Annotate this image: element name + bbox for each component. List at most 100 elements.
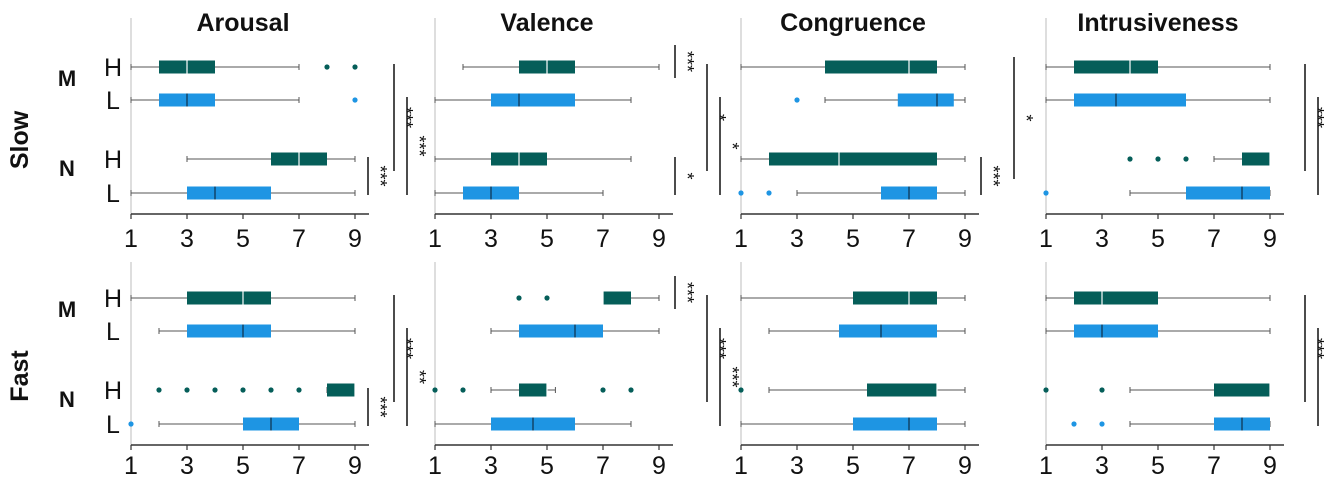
panel-title: Valence [500,9,593,37]
x-tick-label: 9 [348,452,362,479]
x-tick-label: 1 [1039,452,1053,479]
x-tick-label: 3 [484,225,498,253]
significance-label: * [722,142,742,149]
panel-fast-3: 1 3 5 7 9 [734,262,979,479]
x-tick-label: 7 [292,225,306,253]
box [327,383,355,397]
x-tick-label: 7 [596,225,610,253]
x-tick-label: 9 [652,452,666,479]
box [1074,324,1158,338]
x-tick-label: 1 [734,452,748,479]
outlier-point [600,387,606,393]
outlier-point [738,387,744,393]
condition-label-n: N [59,156,75,181]
outlier-point [268,387,274,393]
x-tick-label: 9 [958,225,972,253]
significance-label: *** [1307,107,1327,128]
significance-label: * [1016,114,1036,121]
box [1186,186,1270,200]
panel-fast-2: 1 3 5 7 9 *** *** *** [428,262,742,479]
outlier-point [1043,190,1049,196]
outlier-point [212,387,218,393]
significance-label: *** [677,282,697,303]
x-tick-label: 5 [236,225,250,253]
x-tick-label: 3 [484,452,498,479]
x-tick-label: 9 [1263,225,1277,253]
outlier-point [516,295,522,301]
level-label-h: H [104,377,122,405]
x-tick-label: 1 [734,225,748,253]
outlier-point [1155,156,1161,162]
x-tick-label: 1 [428,225,442,253]
significance-label: * [677,172,697,179]
outlier-point [460,387,466,393]
x-tick-label: 7 [902,225,916,253]
box [187,324,271,338]
outlier-point [1127,156,1133,162]
outlier-point [184,387,190,393]
x-tick-label: 3 [790,225,804,253]
x-tick-label: 1 [1039,225,1053,253]
box [1074,93,1186,107]
x-tick-label: 5 [236,452,250,479]
box [1074,291,1158,305]
level-label-l: L [106,411,120,439]
row-label-fast: Fast [6,350,34,402]
level-label-h: H [104,54,122,82]
level-label-h: H [104,285,122,313]
x-tick-label: 5 [540,225,554,253]
significance-label: *** [1307,338,1327,359]
level-label-l: L [106,180,120,208]
outlier-point [1099,421,1105,427]
x-tick-label: 5 [1151,452,1165,479]
box [187,186,271,200]
x-tick-label: 9 [348,225,362,253]
x-tick-label: 5 [846,225,860,253]
box [825,60,937,74]
x-tick-label: 1 [124,225,138,253]
outlier-point [352,64,358,70]
panel-title: Congruence [780,9,926,37]
x-tick-label: 7 [1207,225,1221,253]
outlier-point [1099,387,1105,393]
condition-label-m: M [58,297,76,322]
significance-label: ** [409,370,429,384]
box [519,383,547,397]
outlier-point [156,387,162,393]
level-label-l: L [106,318,120,346]
box [1074,60,1158,74]
box [897,93,954,107]
significance-label: *** [709,338,729,359]
x-tick-label: 1 [428,452,442,479]
outlier-point [628,387,634,393]
box [187,291,271,305]
outlier-point [352,97,358,103]
box [853,291,937,305]
outlier-point [766,190,772,196]
x-tick-label: 3 [790,452,804,479]
significance-label: *** [409,135,429,156]
box [603,291,631,305]
panel-fast-4: 1 3 5 7 9 *** *** [1039,262,1330,479]
box [491,93,575,107]
x-tick-label: 7 [596,452,610,479]
significance-label: *** [983,165,1003,186]
outlier-point [794,97,800,103]
significance-label: *** [1320,135,1330,156]
significance-label: * [709,114,729,121]
x-tick-label: 3 [180,452,194,479]
row-label-slow: Slow [6,110,34,169]
outlier-point [1071,421,1077,427]
significance-label: *** [396,338,416,359]
outlier-point [738,190,744,196]
outlier-point [544,295,550,301]
significance-label: *** [677,51,697,72]
significance-label: *** [1320,366,1330,387]
x-tick-label: 9 [652,225,666,253]
x-tick-label: 9 [958,452,972,479]
condition-label-m: M [58,66,76,91]
